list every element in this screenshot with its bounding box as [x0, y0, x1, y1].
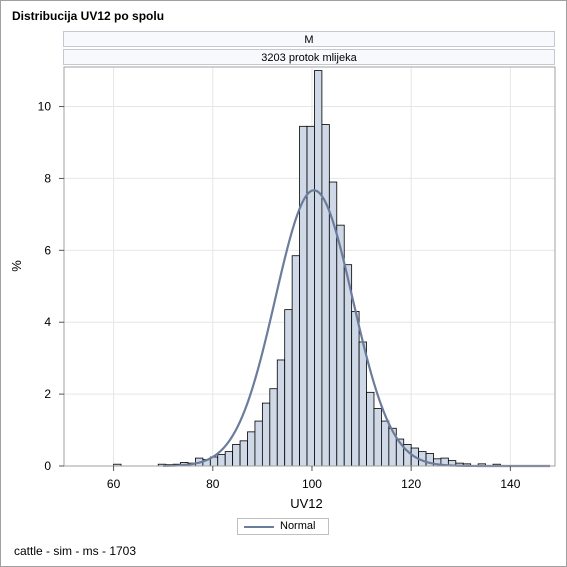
histogram-bar — [321, 124, 330, 467]
x-tick-label: 60 — [107, 477, 121, 491]
histogram-bar — [276, 359, 286, 467]
histogram-bar — [306, 125, 315, 467]
plot-border — [63, 66, 556, 467]
y-tick-label: 10 — [38, 100, 52, 114]
x-axis-label: UV12 — [290, 496, 323, 511]
histogram-bar — [254, 420, 263, 467]
legend: Normal — [237, 518, 329, 535]
histogram-bar — [269, 388, 278, 467]
chart-title: Distribucija UV12 po spolu — [12, 9, 165, 23]
histogram-bar — [373, 408, 382, 467]
histogram-bar — [239, 440, 248, 467]
y-axis-label: % — [9, 260, 24, 272]
y-tick-label: 2 — [44, 387, 51, 401]
histogram-bar — [366, 391, 375, 467]
y-tick-label: 0 — [44, 459, 51, 473]
histogram-bar — [343, 264, 353, 467]
histogram-bar — [217, 454, 226, 467]
histogram-bar — [224, 451, 234, 467]
panel-header-trait: 3203 protok mlijeka — [63, 49, 555, 65]
histogram-bar — [351, 311, 360, 467]
histogram-bar — [314, 70, 323, 467]
histogram-bar — [358, 341, 367, 467]
histogram-bar — [247, 431, 256, 467]
footnote: cattle - sim - ms - 1703 — [14, 544, 137, 558]
legend-normal-label: Normal — [280, 520, 316, 532]
x-tick-label: 140 — [500, 477, 520, 491]
x-tick-label: 100 — [302, 477, 322, 491]
y-tick-label: 4 — [44, 315, 51, 329]
histogram-bar — [381, 420, 390, 467]
histogram-bar — [299, 125, 308, 467]
x-tick-label: 80 — [206, 477, 220, 491]
histogram-bar — [284, 309, 293, 467]
y-tick-label: 6 — [44, 243, 51, 257]
y-tick-label: 8 — [44, 171, 51, 185]
x-tick-label: 120 — [401, 477, 421, 491]
histogram-bar — [261, 402, 271, 467]
histogram-bar — [232, 444, 241, 467]
panel-header-sex: M — [63, 31, 555, 47]
histogram-bar — [291, 255, 300, 467]
legend-normal-swatch — [244, 526, 274, 528]
